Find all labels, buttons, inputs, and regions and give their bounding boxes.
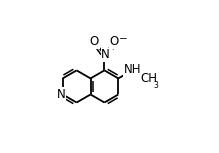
Text: +: + (109, 43, 115, 52)
Text: NH: NH (124, 63, 142, 76)
Text: CH: CH (140, 72, 157, 85)
Text: 3: 3 (154, 81, 158, 90)
Text: N: N (101, 48, 110, 61)
Text: −: − (119, 34, 128, 44)
Text: O: O (110, 35, 119, 48)
Text: N: N (57, 88, 65, 101)
Text: O: O (90, 35, 99, 48)
